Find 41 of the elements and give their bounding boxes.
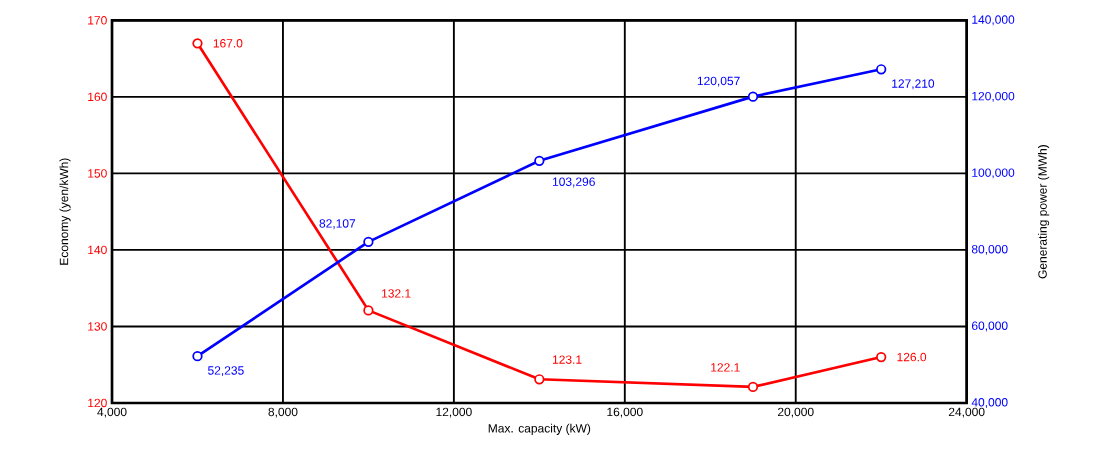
data-label: 120,057 <box>697 76 740 87</box>
point <box>363 305 374 316</box>
y-tick-label: 150 <box>88 169 107 178</box>
x-tick-label: 8,000 <box>268 407 298 418</box>
y2-tick-label: 120,000 <box>972 91 1015 102</box>
x-tick-label: 4,000 <box>97 407 127 418</box>
y2-tick-label: 100,000 <box>972 168 1015 179</box>
x-axis-title: Max. capacity (kW) <box>488 423 591 435</box>
y-tick-label: 140 <box>88 245 107 255</box>
y-tick-label: 120 <box>88 398 107 408</box>
point <box>747 381 759 393</box>
x-tick-label: 20,000 <box>777 407 814 418</box>
y-tick-label: 160 <box>88 92 107 102</box>
y-tick-label: 170 <box>88 16 107 25</box>
point <box>534 155 545 166</box>
data-label: 103,296 <box>552 177 595 188</box>
point <box>876 64 887 75</box>
y-axis-title: Economy (yen/kWh) <box>59 158 71 265</box>
data-label: 123.1 <box>552 355 582 364</box>
data-label: 82,107 <box>319 219 356 230</box>
data-label: 132.1 <box>382 289 411 298</box>
y-tick-label: 130 <box>88 322 107 331</box>
point <box>747 91 759 102</box>
y2-axis-title: Generating power (MWh) <box>1037 145 1050 279</box>
x-tick-label: 16,000 <box>607 407 643 418</box>
data-label: 52,235 <box>208 366 244 377</box>
y2-tick-label: 60,000 <box>971 321 1008 332</box>
point <box>192 351 203 362</box>
x-tick-label: 24,000 <box>948 407 985 418</box>
data-label: 122.1 <box>711 363 740 372</box>
data-label: 167.0 <box>213 39 243 48</box>
x-tick-label: 12,000 <box>436 407 472 418</box>
data-label: 127,210 <box>892 79 935 90</box>
y2-tick-label: 140,000 <box>972 15 1015 26</box>
y2-tick-label: 80,000 <box>971 244 1008 255</box>
data-label: 126.0 <box>897 352 927 362</box>
point <box>876 351 887 363</box>
point <box>534 374 545 385</box>
y2-tick-label: 40,000 <box>971 398 1008 408</box>
point <box>363 236 374 247</box>
point <box>192 38 203 49</box>
